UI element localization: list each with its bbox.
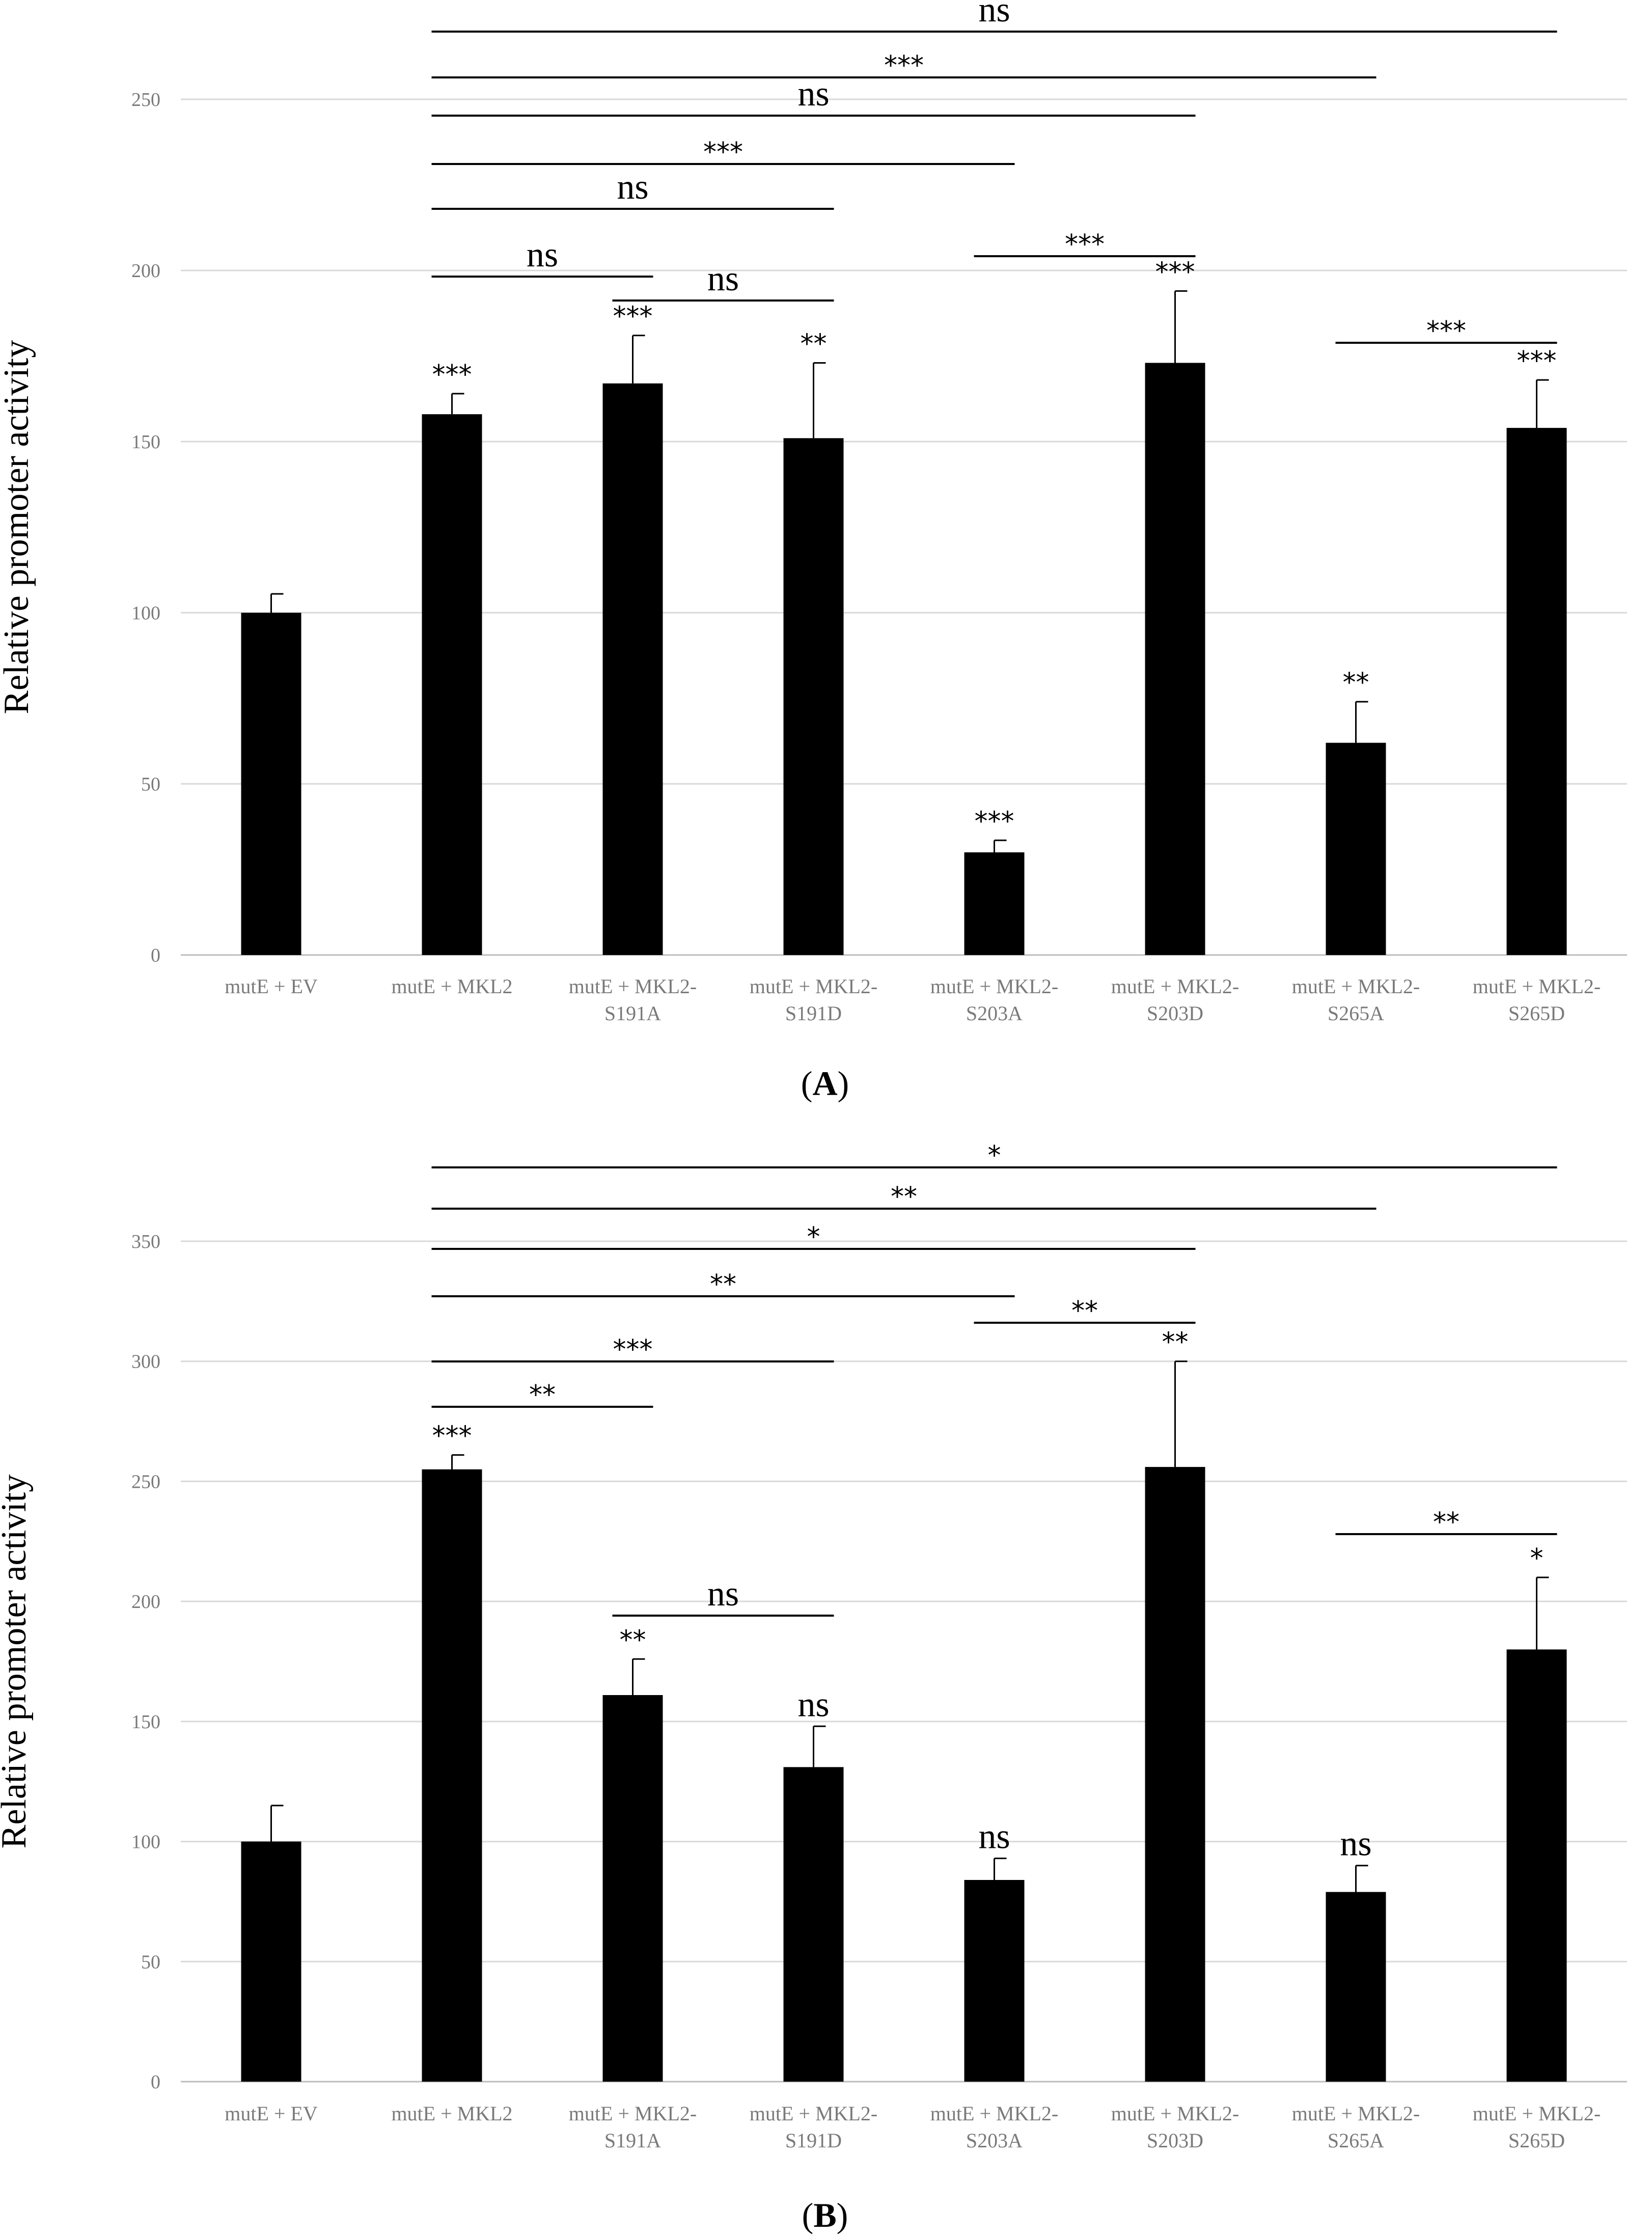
bar-significance-label: * — [1530, 1543, 1544, 1574]
comparison-label: ** — [710, 1269, 736, 1300]
bar — [783, 1767, 844, 2082]
comparison-label: ns — [707, 1574, 739, 1614]
y-tick-label: 250 — [131, 89, 160, 111]
bar — [1145, 1467, 1205, 2082]
y-tick-label: 350 — [131, 1231, 160, 1252]
bar — [422, 1469, 482, 2082]
category-label: S203A — [966, 1002, 1023, 1025]
y-tick-label: 100 — [131, 603, 160, 624]
category-label: mutE + MKL2- — [930, 975, 1058, 998]
category-label: S191A — [604, 1002, 661, 1025]
comparison-label: *** — [703, 137, 743, 168]
y-tick-label: 150 — [131, 1711, 160, 1733]
y-tick-label: 0 — [151, 2071, 160, 2093]
category-label: S203D — [1147, 1002, 1203, 1025]
comparison-label: *** — [1065, 229, 1105, 260]
category-label: mutE + EV — [225, 2102, 318, 2125]
bar-significance-label: *** — [613, 302, 653, 332]
category-label: mutE + MKL2- — [750, 2102, 877, 2125]
y-tick-label: 50 — [141, 774, 160, 795]
bar-significance-label: ** — [1162, 1327, 1189, 1358]
category-label: mutE + MKL2- — [930, 2102, 1058, 2125]
bar — [1326, 1892, 1386, 2082]
comparison-label: *** — [884, 50, 924, 81]
comparison-label: ns — [978, 0, 1010, 30]
chart-panel-b: 0 50 100 150 200 250 300 350 Relative promoter a… — [0, 1140, 1627, 2234]
panel-label: (B) — [802, 2196, 848, 2234]
category-label: mutE + MKL2- — [1473, 975, 1601, 998]
category-label: S203A — [966, 2129, 1023, 2152]
category-label: mutE + MKL2- — [569, 2102, 697, 2125]
category-label: S265D — [1508, 2129, 1565, 2152]
category-label: mutE + MKL2- — [569, 975, 697, 998]
comparison-label: ns — [617, 168, 648, 207]
bar — [602, 383, 663, 955]
bar-significance-label: *** — [975, 806, 1014, 837]
y-tick-label: 50 — [141, 1951, 160, 1973]
comparison-label: * — [807, 1222, 820, 1252]
bar-significance-label: ** — [801, 329, 827, 359]
category-label: S203D — [1147, 2129, 1203, 2152]
bar-significance-label: ** — [620, 1625, 646, 1655]
category-label: mutE + EV — [225, 975, 318, 998]
comparison-label: ** — [891, 1182, 917, 1212]
category-label: mutE + MKL2- — [1292, 2102, 1420, 2125]
category-label: mutE + MKL2- — [1111, 2102, 1239, 2125]
category-label: S191A — [604, 2129, 661, 2152]
y-tick-label: 200 — [131, 1591, 160, 1613]
chart-panel-a: 0 50 100 150 200 250 Relative promoter activit… — [0, 0, 1627, 1103]
comparison-label: ns — [797, 74, 829, 114]
y-tick-label: 100 — [131, 1832, 160, 1853]
category-label: S191D — [785, 1002, 842, 1025]
bar — [241, 613, 301, 955]
bar-significance-label: ** — [1343, 668, 1369, 698]
category-label: S265D — [1508, 1002, 1565, 1025]
comparison-label: ** — [1071, 1296, 1098, 1326]
y-axis-label: Relative promoter activity — [0, 340, 36, 715]
bar — [1506, 1649, 1567, 2082]
bar-significance-label: *** — [432, 1421, 472, 1452]
bar-significance-label: *** — [1155, 257, 1195, 287]
bar — [783, 438, 844, 955]
bar — [964, 1880, 1025, 2082]
y-tick-label: 150 — [131, 431, 160, 453]
bar-significance-label: ns — [978, 1817, 1010, 1857]
bar-significance-label: *** — [1517, 346, 1557, 376]
bar — [422, 414, 482, 955]
bar — [1326, 743, 1386, 955]
y-axis-label: Relative promoter activity — [0, 1475, 34, 1849]
comparison-label: ns — [527, 235, 558, 275]
bar — [241, 1841, 301, 2082]
category-label: mutE + MKL2 — [391, 975, 512, 998]
comparison-label: *** — [1426, 316, 1466, 346]
y-tick-label: 250 — [131, 1471, 160, 1492]
comparison-label: *** — [613, 1334, 653, 1365]
y-tick-label: 200 — [131, 260, 160, 282]
y-tick-label: 300 — [131, 1351, 160, 1373]
category-label: mutE + MKL2 — [391, 2102, 512, 2125]
bar-significance-label: ns — [1340, 1824, 1371, 1864]
bar-significance-label: *** — [432, 360, 472, 390]
comparison-label: ** — [1433, 1507, 1460, 1538]
comparison-label: ** — [529, 1380, 556, 1410]
category-label: mutE + MKL2- — [1292, 975, 1420, 998]
bar-significance-label: ns — [797, 1685, 829, 1724]
comparison-label: ns — [707, 259, 739, 298]
panel-label: (A) — [801, 1064, 849, 1103]
y-tick-label: 0 — [151, 945, 160, 966]
category-label: S265A — [1328, 1002, 1384, 1025]
category-label: S265A — [1328, 2129, 1384, 2152]
category-label: mutE + MKL2- — [1111, 975, 1239, 998]
bar — [1145, 363, 1205, 956]
comparison-label: * — [988, 1140, 1001, 1171]
bar — [602, 1695, 663, 2082]
bar — [964, 852, 1025, 955]
category-label: S191D — [785, 2129, 842, 2152]
category-label: mutE + MKL2- — [750, 975, 877, 998]
bar — [1506, 428, 1567, 955]
category-label: mutE + MKL2- — [1473, 2102, 1601, 2125]
